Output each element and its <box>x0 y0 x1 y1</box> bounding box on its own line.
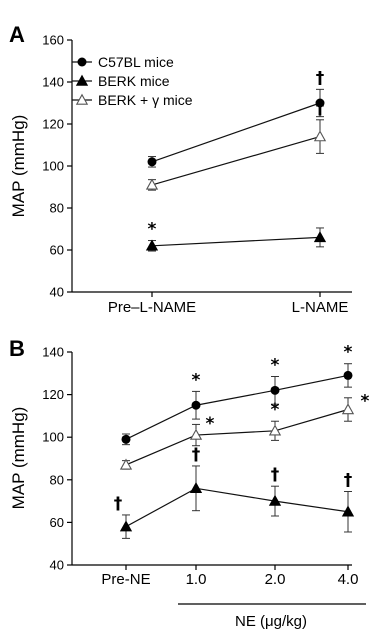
panel-b-x-axis-label: NE (μg/kg) <box>235 613 307 630</box>
panel-b-series-1-significance-mark: * <box>271 355 280 375</box>
panel-a-y-tick-label: 100 <box>42 159 64 174</box>
panel-a-series-2-significance-mark: * <box>148 220 157 240</box>
panel-b-series-3-significance-mark: † <box>114 494 123 514</box>
panel-b-series-1-line <box>125 374 349 440</box>
panel-a-series-1-significance-mark: † <box>316 68 325 88</box>
panel-a-y-tick-label: 60 <box>50 243 64 258</box>
panel-b-y-tick-label: 120 <box>42 387 64 402</box>
panel-b-series-3-line <box>125 487 349 528</box>
panel-b-series-3-significance-mark: † <box>271 465 280 485</box>
legend-marker-1 <box>77 57 87 67</box>
panel-b-y-tick-label: 40 <box>50 558 64 573</box>
panel-a-series-3-point <box>145 178 159 190</box>
panel-a-series-3-significance-mark: † <box>316 99 325 119</box>
legend-marker-3 <box>75 93 89 105</box>
panel-a-y-tick-label: 160 <box>42 33 64 48</box>
panel-a-y-tick-label: 80 <box>50 201 64 216</box>
panel-a-category-label: L-NAME <box>292 299 349 316</box>
panel-b-series-3-point <box>189 481 203 494</box>
panel-b-series-3-point <box>119 520 133 532</box>
panel-a-series-1-line <box>151 102 321 163</box>
panel-b-series-2-significance-mark: * <box>271 400 280 420</box>
panel-b-series-2-line <box>125 408 349 466</box>
legend-label-1: C57BL mice <box>98 54 174 70</box>
panel-b-category-label: 4.0 <box>338 571 359 588</box>
panel-b-series-3-significance-mark: † <box>192 445 201 465</box>
panel-a-series-1-point <box>147 157 157 167</box>
panel-b-series-2-point <box>341 403 355 415</box>
panel-a-y-tick-label: 140 <box>42 75 64 90</box>
panel-a-series-1-point <box>315 98 325 108</box>
panel-b-series-2-point <box>189 428 203 440</box>
legend-marker-2 <box>75 74 89 86</box>
panel-b-series-3-point <box>341 505 355 517</box>
panel-b-series-1-significance-mark: * <box>192 370 201 390</box>
panel-a-series-2-point <box>313 231 327 243</box>
panel-a-series-2-line <box>151 236 321 247</box>
panel-b-series-1-point <box>121 434 131 444</box>
panel-b-y-tick-label: 140 <box>42 345 64 360</box>
panel-b-y-axis-label: MAP (mmHg) <box>9 407 28 510</box>
panel-b-y-tick-label: 60 <box>50 515 64 530</box>
panel-a-y-axis-label: MAP (mmHg) <box>9 115 28 218</box>
panel-a-series-3-line <box>151 136 321 186</box>
panel-a-y-tick-label: 40 <box>50 285 64 300</box>
panel-b-series-2-significance-mark: * <box>206 414 215 434</box>
panel-b-series-2-point <box>119 458 133 470</box>
legend-label-2: BERK mice <box>98 73 170 89</box>
panel-b-series-1-point <box>270 385 280 395</box>
panel-b-category-label: Pre-NE <box>101 571 150 588</box>
panel-b-series-1-point <box>343 370 353 380</box>
panel-b-series-2-point <box>268 424 282 436</box>
panel-a-letter: A <box>9 22 25 47</box>
panel-b-series-1-significance-mark: * <box>344 343 353 363</box>
panel-a-series-3-point <box>313 130 327 142</box>
panel-b-series-3-point <box>268 494 282 506</box>
legend-label-3: BERK + γ mice <box>98 92 193 108</box>
panel-b-y-tick-label: 80 <box>50 472 64 487</box>
panel-a-category-label: Pre–L-NAME <box>108 299 196 316</box>
panel-b-series-2-significance-mark: * <box>361 392 370 412</box>
panel-a-y-tick-label: 120 <box>42 117 64 132</box>
panel-b-category-label: 2.0 <box>265 571 286 588</box>
panel-b-series-1-point <box>191 400 201 410</box>
panel-b-series-3-significance-mark: † <box>344 471 353 491</box>
panel-b-y-tick-label: 100 <box>42 430 64 445</box>
panel-a-series-2-point <box>145 239 159 251</box>
panel-b-letter: B <box>9 336 25 361</box>
panel-b-category-label: 1.0 <box>186 571 207 588</box>
